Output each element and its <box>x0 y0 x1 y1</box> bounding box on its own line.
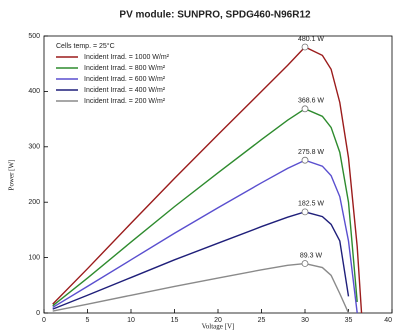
x-tick-label: 35 <box>345 317 353 324</box>
max-power-marker <box>301 260 309 267</box>
x-tick-label: 0 <box>42 317 46 324</box>
y-tick-label: 400 <box>28 88 40 95</box>
x-tick-label: 30 <box>301 317 309 324</box>
x-tick-label: 25 <box>258 317 266 324</box>
legend-label: Incident Irrad. = 600 W/m² <box>84 76 166 83</box>
legend-label: Incident Irrad. = 1000 W/m² <box>84 54 170 61</box>
series-line <box>52 262 350 314</box>
series-line <box>52 159 358 314</box>
chart-title: PV module: SUNPRO, SPDG460-N96R12 <box>119 10 311 21</box>
y-tick-label: 500 <box>28 33 40 40</box>
value-label: 89.3 W <box>300 252 323 259</box>
max-power-marker <box>301 43 309 51</box>
legend <box>50 40 170 110</box>
legend-label: Incident Irrad. = 200 W/m² <box>84 98 166 105</box>
value-label: 368.6 W <box>298 98 324 105</box>
legend-title: Cells temp. = 25°C <box>56 42 115 50</box>
max-power-marker <box>301 208 309 216</box>
value-label: 480.1 W <box>298 36 324 43</box>
x-axis-label: Voltage [V] <box>202 323 235 331</box>
y-tick-label: 100 <box>28 254 40 261</box>
y-axis-label: Power [W] <box>8 160 16 191</box>
max-power-marker <box>301 156 309 164</box>
value-label: 275.8 W <box>298 149 324 156</box>
series-line <box>52 211 350 310</box>
max-power-marker <box>301 105 309 113</box>
x-tick-label: 40 <box>384 317 392 324</box>
x-tick-label: 20 <box>214 317 222 324</box>
series-line <box>52 108 358 307</box>
legend-label: Incident Irrad. = 400 W/m² <box>84 87 166 94</box>
y-tick-label: 0 <box>36 310 40 317</box>
x-tick-label: 15 <box>171 317 179 324</box>
series-line <box>52 46 363 314</box>
value-label: 182.5 W <box>298 201 324 208</box>
y-tick-label: 300 <box>28 144 40 151</box>
y-tick-label: 200 <box>28 199 40 206</box>
x-tick-label: 10 <box>127 317 135 324</box>
legend-label: Incident Irrad. = 800 W/m² <box>84 65 166 72</box>
x-tick-label: 5 <box>86 317 90 324</box>
